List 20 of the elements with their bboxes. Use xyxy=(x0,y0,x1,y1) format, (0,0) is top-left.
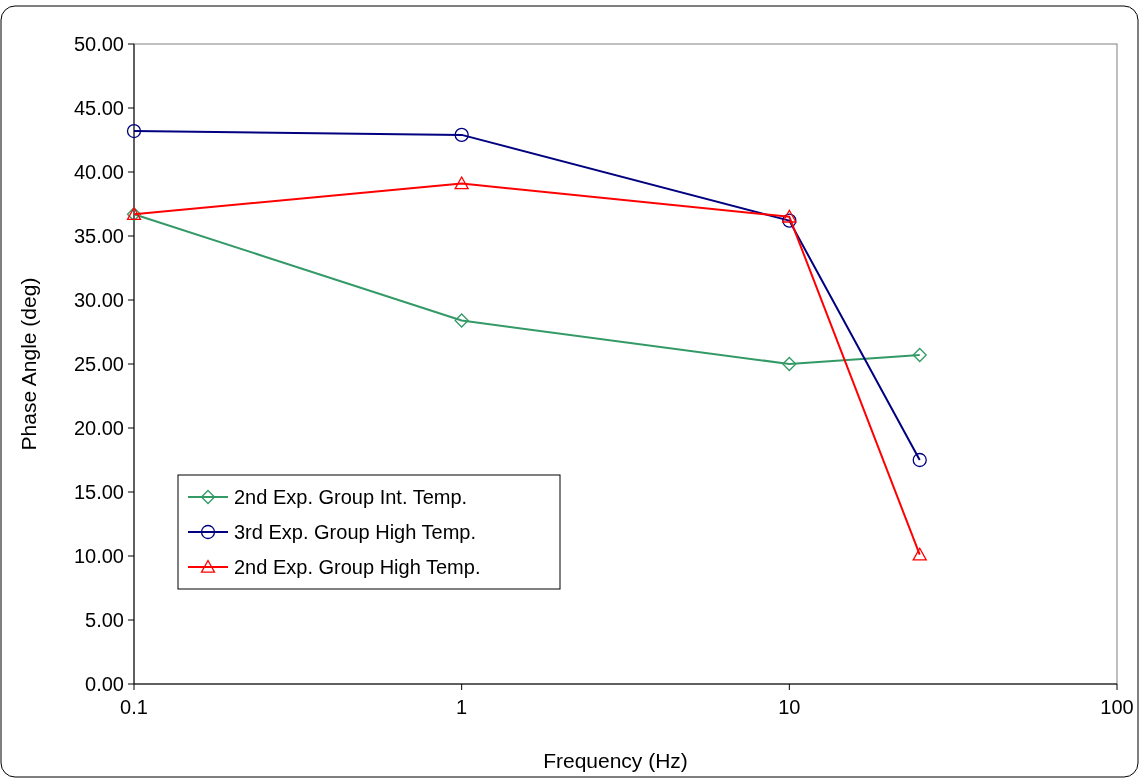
y-tick-label: 15.00 xyxy=(73,481,124,503)
y-axis-title: Phase Angle (deg) xyxy=(17,277,40,451)
x-axis-title: Frequency (Hz) xyxy=(543,749,688,772)
legend-label: 2nd Exp. Group High Temp. xyxy=(234,556,481,578)
y-tick-label: 25.00 xyxy=(73,353,124,375)
y-tick-label: 35.00 xyxy=(73,225,124,247)
legend-label: 2nd Exp. Group Int. Temp. xyxy=(234,486,468,508)
x-tick-label: 10 xyxy=(778,696,801,718)
y-tick-label: 45.00 xyxy=(73,97,124,119)
y-tick-label: 20.00 xyxy=(73,417,124,439)
y-tick-label: 50.00 xyxy=(73,33,124,55)
x-tick-label: 1 xyxy=(456,696,468,718)
y-tick-label: 0.00 xyxy=(85,673,124,695)
y-tick-label: 10.00 xyxy=(73,545,124,567)
y-tick-label: 30.00 xyxy=(73,289,124,311)
y-tick-label: 5.00 xyxy=(85,609,124,631)
legend-label: 3rd Exp. Group High Temp. xyxy=(234,521,476,543)
y-tick-label: 40.00 xyxy=(73,161,124,183)
x-tick-label: 100 xyxy=(1100,696,1134,718)
x-tick-label: 0.1 xyxy=(120,696,148,718)
